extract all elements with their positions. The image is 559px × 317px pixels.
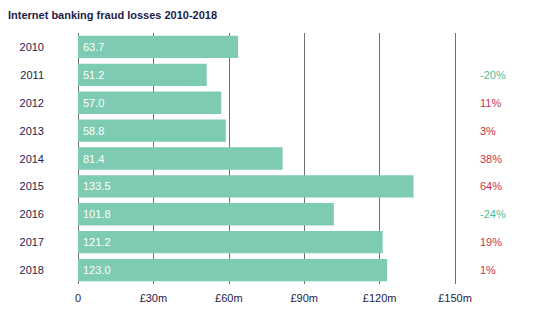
svg-text:0: 0 [75, 292, 81, 304]
svg-text:-20%: -20% [480, 69, 506, 81]
svg-text:2011: 2011 [20, 69, 44, 81]
svg-text:64%: 64% [480, 180, 502, 192]
svg-text:19%: 19% [480, 236, 502, 248]
svg-text:-24%: -24% [480, 208, 506, 220]
svg-text:£30m: £30m [140, 292, 168, 304]
svg-text:133.5: 133.5 [83, 180, 111, 192]
svg-text:£150m: £150m [438, 292, 472, 304]
svg-text:Internet banking fraud losses: Internet banking fraud losses 2010-2018 [8, 9, 217, 21]
svg-text:63.7: 63.7 [83, 41, 104, 53]
svg-text:1%: 1% [480, 264, 496, 276]
svg-text:2010: 2010 [20, 41, 44, 53]
svg-text:2017: 2017 [20, 236, 44, 248]
svg-text:£90m: £90m [290, 292, 318, 304]
svg-text:2016: 2016 [20, 208, 44, 220]
svg-text:£60m: £60m [215, 292, 243, 304]
svg-text:101.8: 101.8 [83, 208, 111, 220]
svg-text:81.4: 81.4 [83, 153, 104, 165]
svg-text:58.8: 58.8 [83, 125, 104, 137]
svg-text:121.2: 121.2 [83, 236, 111, 248]
svg-text:£120m: £120m [363, 292, 397, 304]
svg-text:2018: 2018 [20, 264, 44, 276]
svg-text:2012: 2012 [20, 97, 44, 109]
svg-text:38%: 38% [480, 153, 502, 165]
svg-text:57.0: 57.0 [83, 97, 104, 109]
svg-text:51.2: 51.2 [83, 69, 104, 81]
svg-text:2013: 2013 [20, 125, 44, 137]
svg-text:123.0: 123.0 [83, 264, 111, 276]
svg-text:3%: 3% [480, 125, 496, 137]
svg-text:2015: 2015 [20, 180, 44, 192]
svg-text:11%: 11% [480, 97, 501, 109]
svg-text:2014: 2014 [20, 153, 44, 165]
